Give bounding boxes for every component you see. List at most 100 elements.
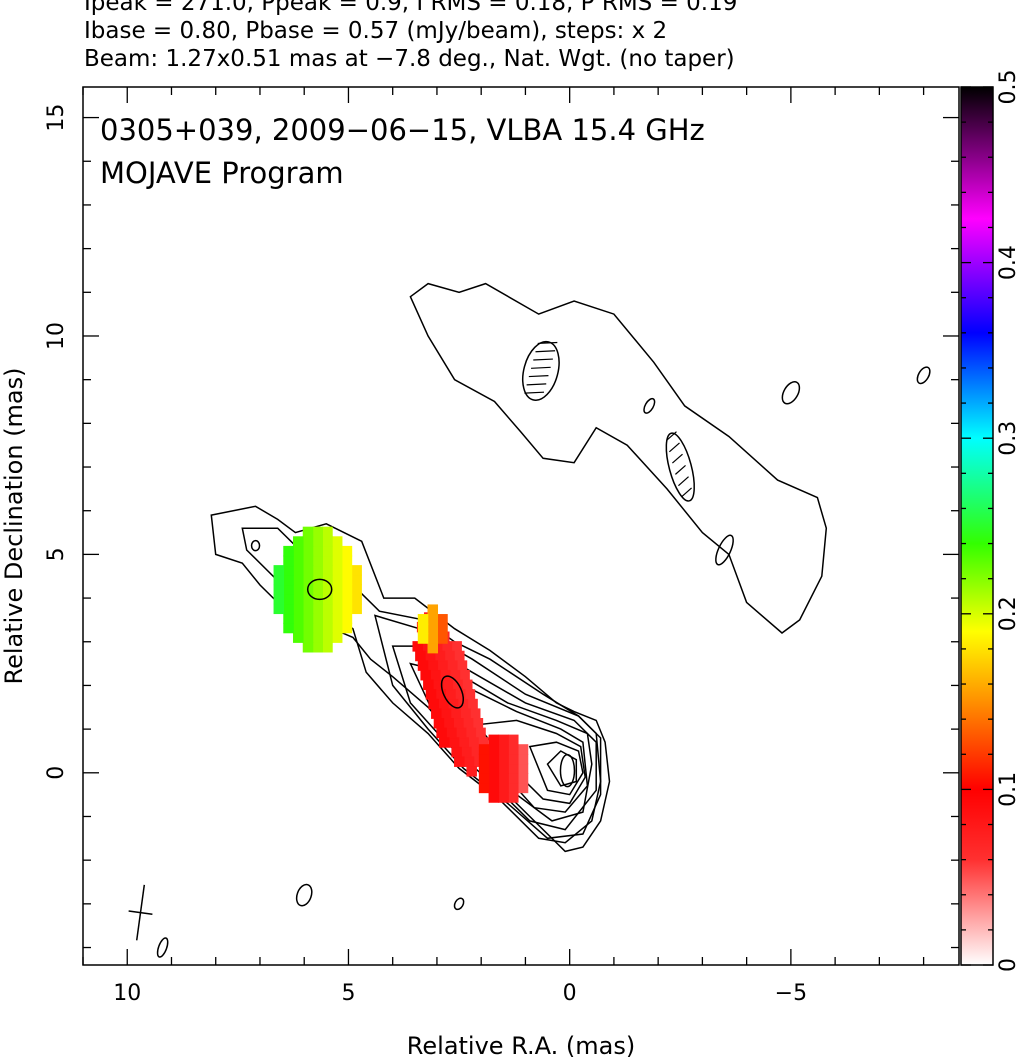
polarization-pixel — [415, 650, 426, 662]
beam-info-line: Beam: 1.27x0.51 mas at −7.8 deg., Nat. W… — [84, 46, 735, 72]
plot-frame — [82, 86, 960, 966]
polarization-pixel — [508, 782, 519, 794]
polarization-pixel — [293, 536, 304, 547]
polarization-pixel — [466, 766, 477, 777]
polarization-pixel — [441, 641, 453, 652]
polarization-pixel — [439, 737, 450, 748]
hatch-line — [671, 453, 683, 464]
polarization-pixel — [293, 622, 304, 634]
polarization-pixel — [331, 593, 343, 605]
polarization-pixel — [435, 689, 446, 700]
polarization-pixel — [488, 792, 500, 803]
polarization-pixel — [322, 536, 333, 547]
beam-minor-axis — [128, 910, 153, 915]
polarization-pixel — [452, 679, 463, 691]
polarization-pixel — [341, 613, 353, 624]
polarization-pixel — [456, 660, 468, 671]
negative-contour-hatching — [524, 341, 692, 498]
x-axis-tick-labels: 10 5 0 −5 — [113, 981, 807, 1006]
colorbar-tick-label: 0.4 — [996, 245, 1021, 280]
chart-subtitle: MOJAVE Program — [100, 156, 344, 190]
polarization-pixel — [463, 756, 475, 767]
polarization-pixel — [446, 727, 457, 739]
polarization-pixel — [312, 603, 323, 615]
polarization-pixel — [331, 565, 343, 576]
polarization-pixel — [293, 603, 304, 615]
polarization-pixel — [447, 698, 459, 710]
contour-level — [546, 750, 578, 787]
polarization-pixel — [508, 744, 519, 755]
contour-island — [453, 897, 465, 911]
polarization-pixel — [312, 536, 323, 547]
polarization-pixel — [302, 603, 314, 615]
contour-level — [373, 614, 602, 840]
polarization-pixel — [322, 526, 333, 538]
polarization-pixel — [478, 773, 490, 784]
polarization-pixel — [437, 660, 448, 671]
polarization-pixel — [302, 622, 314, 634]
hatch-line — [675, 464, 686, 475]
polarization-pixel — [475, 727, 486, 739]
x-tick-label: −5 — [775, 981, 807, 1006]
polarization-pixel — [440, 708, 452, 719]
polarization-pixel — [508, 792, 519, 803]
polarization-pixel — [432, 679, 444, 691]
contour-island — [643, 397, 656, 414]
polarization-pixel — [428, 698, 439, 710]
polarization-pixel — [283, 545, 294, 557]
polarization-pixel — [422, 641, 433, 652]
polarization-pixel — [478, 763, 490, 774]
polarization-pixel — [472, 718, 484, 729]
hatch-line — [526, 383, 547, 386]
polarization-pixel — [312, 584, 323, 595]
colorbar-tick-label: 0.2 — [996, 596, 1021, 631]
polarization-pixel — [436, 727, 447, 739]
polarization-pixel — [470, 746, 482, 758]
y-tick-label: 15 — [44, 104, 69, 132]
polarization-pixel — [293, 545, 304, 557]
polarization-pixel — [423, 679, 434, 691]
polarization-pixel — [465, 727, 477, 739]
polarization-pixel — [283, 565, 294, 576]
polarization-pixel — [331, 603, 343, 615]
polarization-pixel — [341, 603, 353, 615]
polarization-pixel — [341, 584, 353, 595]
polarization-pixel — [508, 773, 519, 784]
hatch-line — [528, 375, 549, 378]
polarization-pixel — [437, 623, 448, 635]
polarization-pixel — [283, 593, 294, 605]
polarization-pixel — [273, 565, 285, 576]
polarization-pixel — [458, 737, 469, 748]
polarization-pixel — [417, 623, 429, 635]
polarization-pixel — [425, 689, 437, 700]
polarization-pixel — [467, 698, 478, 710]
polarization-pixel — [477, 737, 489, 748]
contour-level — [559, 753, 576, 788]
beam-cross-marker — [128, 884, 153, 941]
polarization-pixel — [461, 746, 472, 758]
polarization-pixel — [417, 660, 429, 671]
contour-island — [916, 366, 931, 385]
polarization-pixel — [283, 555, 294, 567]
hatch-line — [665, 431, 677, 442]
polarization-pixel — [446, 660, 458, 671]
contour-level — [440, 675, 465, 709]
polarization-pixel — [331, 574, 343, 586]
contour-level — [521, 340, 560, 401]
polarization-pixel — [312, 632, 323, 643]
polarization-pixel — [498, 763, 509, 774]
contour-level — [250, 539, 261, 552]
polarization-pixel — [341, 555, 353, 567]
polarization-pixel — [351, 593, 362, 605]
polarization-pixel — [293, 632, 304, 643]
polarization-pixel — [312, 622, 323, 634]
x-axis-title: Relative R.A. (mas) — [407, 1032, 635, 1060]
hatch-line — [678, 476, 689, 487]
y-axis-title: Relative Declination (mas) — [0, 367, 28, 684]
polarization-pixel — [302, 632, 314, 643]
polarization-pixel — [293, 613, 304, 624]
colorbar-tick-label: 0.5 — [996, 70, 1021, 105]
polarization-pixel — [443, 718, 454, 729]
polarization-pixel — [341, 593, 353, 605]
polarization-pixel — [451, 746, 462, 758]
